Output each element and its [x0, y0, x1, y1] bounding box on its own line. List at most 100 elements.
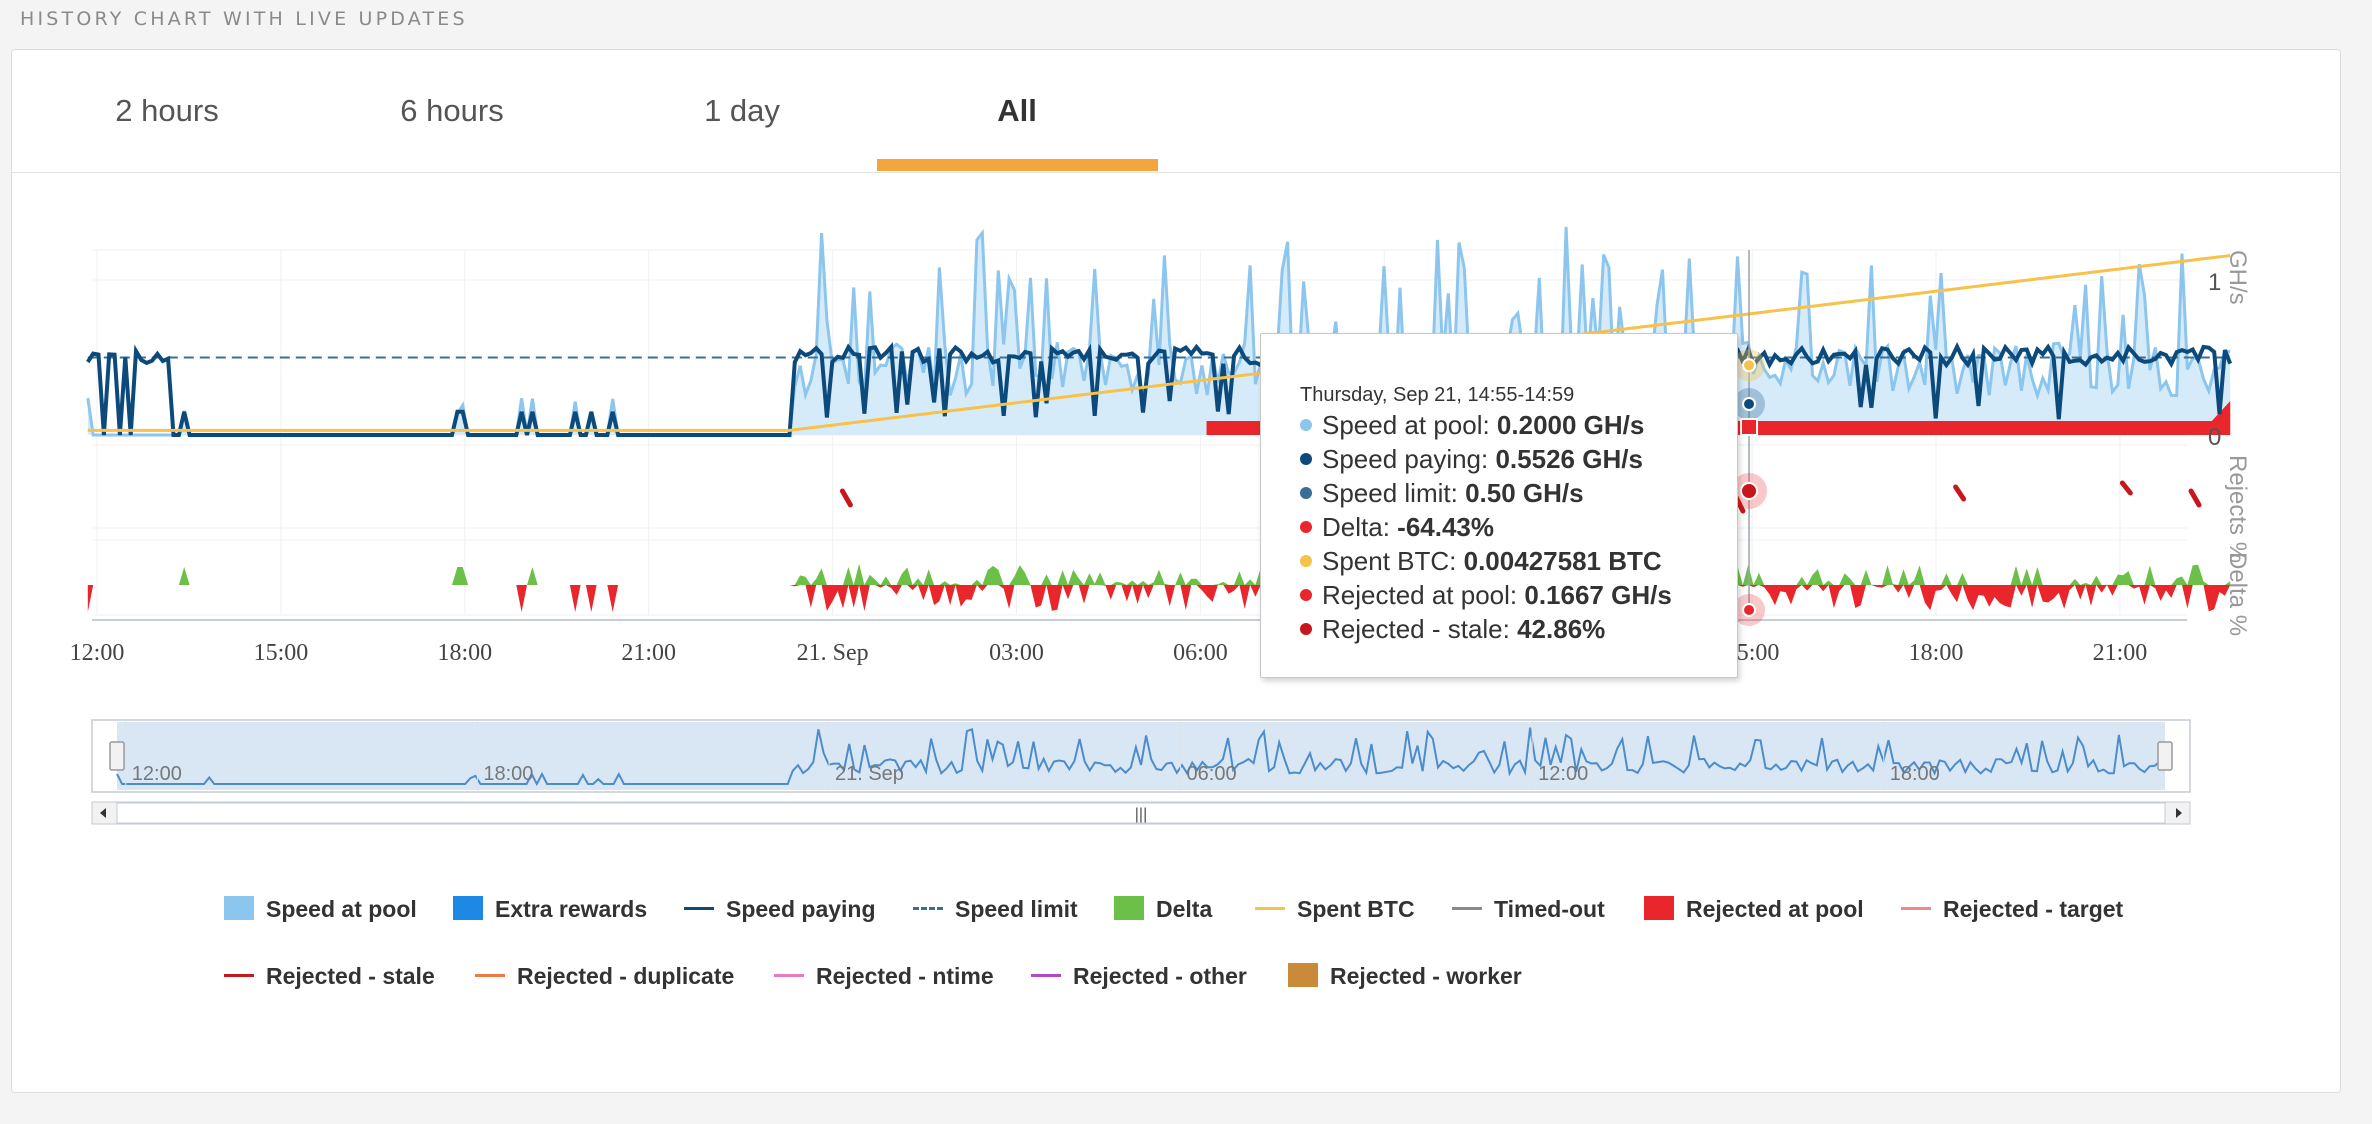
navigator-tick-label: 18:00 — [483, 763, 533, 785]
scrollbar-thumb[interactable] — [116, 802, 2166, 824]
tooltip-label: Rejected at pool: — [1322, 580, 1525, 610]
range-tabs: 2 hours 6 hours 1 day All — [12, 50, 2340, 173]
legend-label: Speed at pool — [266, 896, 417, 922]
legend-swatch-icon — [1114, 896, 1144, 920]
tooltip-label: Speed limit: — [1322, 478, 1466, 508]
scrollbar-grip-icon: ||| — [1135, 806, 1147, 823]
tab-1-day[interactable]: 1 day — [704, 93, 780, 128]
section-title: HISTORY CHART WITH LIVE UPDATES — [20, 8, 468, 30]
navigator-tick-label: 21. Sep — [835, 763, 904, 785]
legend-label: Spent BTC — [1297, 896, 1415, 922]
navigator-tick-label: 12:00 — [1538, 763, 1588, 785]
series-dot-icon — [1300, 419, 1312, 432]
legend-line-icon — [1452, 907, 1482, 910]
rejected-stale-mark — [839, 488, 853, 508]
series-dot-icon — [1300, 589, 1312, 602]
y-axis-title-rejects: Rejects % — [2224, 455, 2251, 563]
navigator-selection — [117, 722, 2165, 790]
y-axis-title-ghs: GH/s — [2224, 250, 2251, 305]
tab-all[interactable]: All — [997, 93, 1037, 128]
tab-2-hours[interactable]: 2 hours — [115, 93, 219, 128]
y-tick-label: 0 — [2208, 424, 2221, 451]
tooltip-row: Speed at pool: 0.2000 GH/s — [1300, 410, 1644, 441]
navigator-tick-label: 06:00 — [1187, 763, 1237, 785]
legend-label: Extra rewards — [495, 896, 648, 922]
legend-label: Timed-out — [1494, 896, 1605, 922]
tooltip-row: Rejected at pool: 0.1667 GH/s — [1300, 580, 1672, 611]
legend-label: Speed limit — [955, 896, 1078, 922]
spent-btc-line — [87, 254, 2231, 432]
series-dot-icon — [1300, 555, 1312, 568]
chart-tooltip: Thursday, Sep 21, 14:55-14:59 Speed at p… — [1260, 333, 1738, 678]
x-tick-label: 12:00 — [70, 640, 125, 666]
x-tick-label: 15:00 — [254, 640, 309, 666]
rejected-stale-mark — [1953, 484, 1967, 502]
tooltip-label: Rejected - stale: — [1322, 614, 1518, 644]
legend-label: Rejected - stale — [266, 963, 435, 989]
tooltip-value: 0.2000 GH/s — [1496, 410, 1645, 440]
tooltip-row: Speed paying: 0.5526 GH/s — [1300, 444, 1643, 475]
legend-label: Speed paying — [726, 896, 876, 922]
legend-label: Rejected - other — [1073, 963, 1247, 989]
hover-point-delta — [1742, 603, 1757, 617]
tooltip-value: 42.86% — [1517, 614, 1606, 644]
x-tick-label: 21:00 — [2093, 640, 2148, 666]
legend-label: Rejected - target — [1943, 896, 2124, 922]
rejected-stale-mark — [2188, 488, 2202, 508]
tooltip-header: Thursday, Sep 21, 14:55-14:59 — [1300, 384, 1575, 406]
legend-label: Rejected - duplicate — [517, 963, 735, 989]
legend-swatch-icon — [224, 896, 254, 920]
delta-negative-area — [87, 585, 2231, 612]
tooltip-value: -64.43% — [1397, 512, 1494, 542]
navigator-handle-right[interactable] — [2157, 741, 2173, 771]
navigator-series — [116, 727, 2165, 787]
legend-line-icon — [913, 907, 943, 910]
tab-6-hours[interactable]: 6 hours — [400, 93, 504, 128]
delta-positive-area — [87, 563, 2231, 585]
tooltip-label: Spent BTC: — [1322, 546, 1464, 576]
hover-point-rejected — [1740, 418, 1759, 436]
tooltip-label: Speed at pool: — [1322, 410, 1497, 440]
legend-label: Delta — [1156, 896, 1213, 922]
legend-line-icon — [1901, 907, 1931, 910]
scroll-left-arrow[interactable] — [100, 808, 106, 818]
legend-swatch-icon — [1644, 896, 1674, 920]
navigator-tick-label: 12:00 — [132, 763, 182, 785]
legend-line-icon — [224, 974, 254, 977]
tooltip-row: Rejected - stale: 42.86% — [1300, 614, 1605, 645]
x-tick-label: 21. Sep — [797, 640, 869, 666]
tooltip-row: Spent BTC: 0.00427581 BTC — [1300, 546, 1662, 577]
hover-point-paying — [1742, 397, 1757, 411]
legend-swatch-icon — [453, 896, 483, 920]
x-tick-label: 03:00 — [989, 640, 1044, 666]
tooltip-row: Delta: -64.43% — [1300, 512, 1494, 543]
hover-point-stale — [1740, 482, 1759, 500]
tooltip-value: 0.5526 GH/s — [1495, 444, 1643, 474]
tooltip-value: 0.1667 GH/s — [1524, 580, 1672, 610]
y-axis-title-delta: Delta % — [2224, 552, 2251, 636]
speed-paying-line — [86, 340, 2233, 437]
legend-line-icon — [1031, 974, 1061, 977]
speed-at-pool-area — [87, 226, 2231, 435]
y-tick-label: 1 — [2208, 269, 2221, 296]
legend-line-icon — [475, 974, 505, 977]
legend-swatch-icon — [1288, 963, 1318, 987]
rejected-stale-mark — [2119, 480, 2133, 496]
x-tick-label: 06:00 — [1173, 640, 1228, 666]
x-tick-label: 21:00 — [621, 640, 676, 666]
scroll-right-arrow[interactable] — [2176, 808, 2182, 818]
legend-line-icon — [684, 907, 714, 910]
legend-line-icon — [1255, 907, 1285, 910]
legend-line-icon — [774, 974, 804, 977]
active-tab-indicator — [877, 159, 1158, 171]
series-dot-icon — [1300, 453, 1312, 466]
navigator-frame — [91, 719, 2191, 793]
series-dot-icon — [1300, 521, 1312, 534]
tooltip-label: Speed paying: — [1322, 444, 1496, 474]
x-tick-label: 18:00 — [1909, 640, 1964, 666]
navigator-handle-left[interactable] — [109, 741, 125, 771]
tooltip-value: 0.50 GH/s — [1465, 478, 1584, 508]
tooltip-label: Delta: — [1322, 512, 1398, 542]
